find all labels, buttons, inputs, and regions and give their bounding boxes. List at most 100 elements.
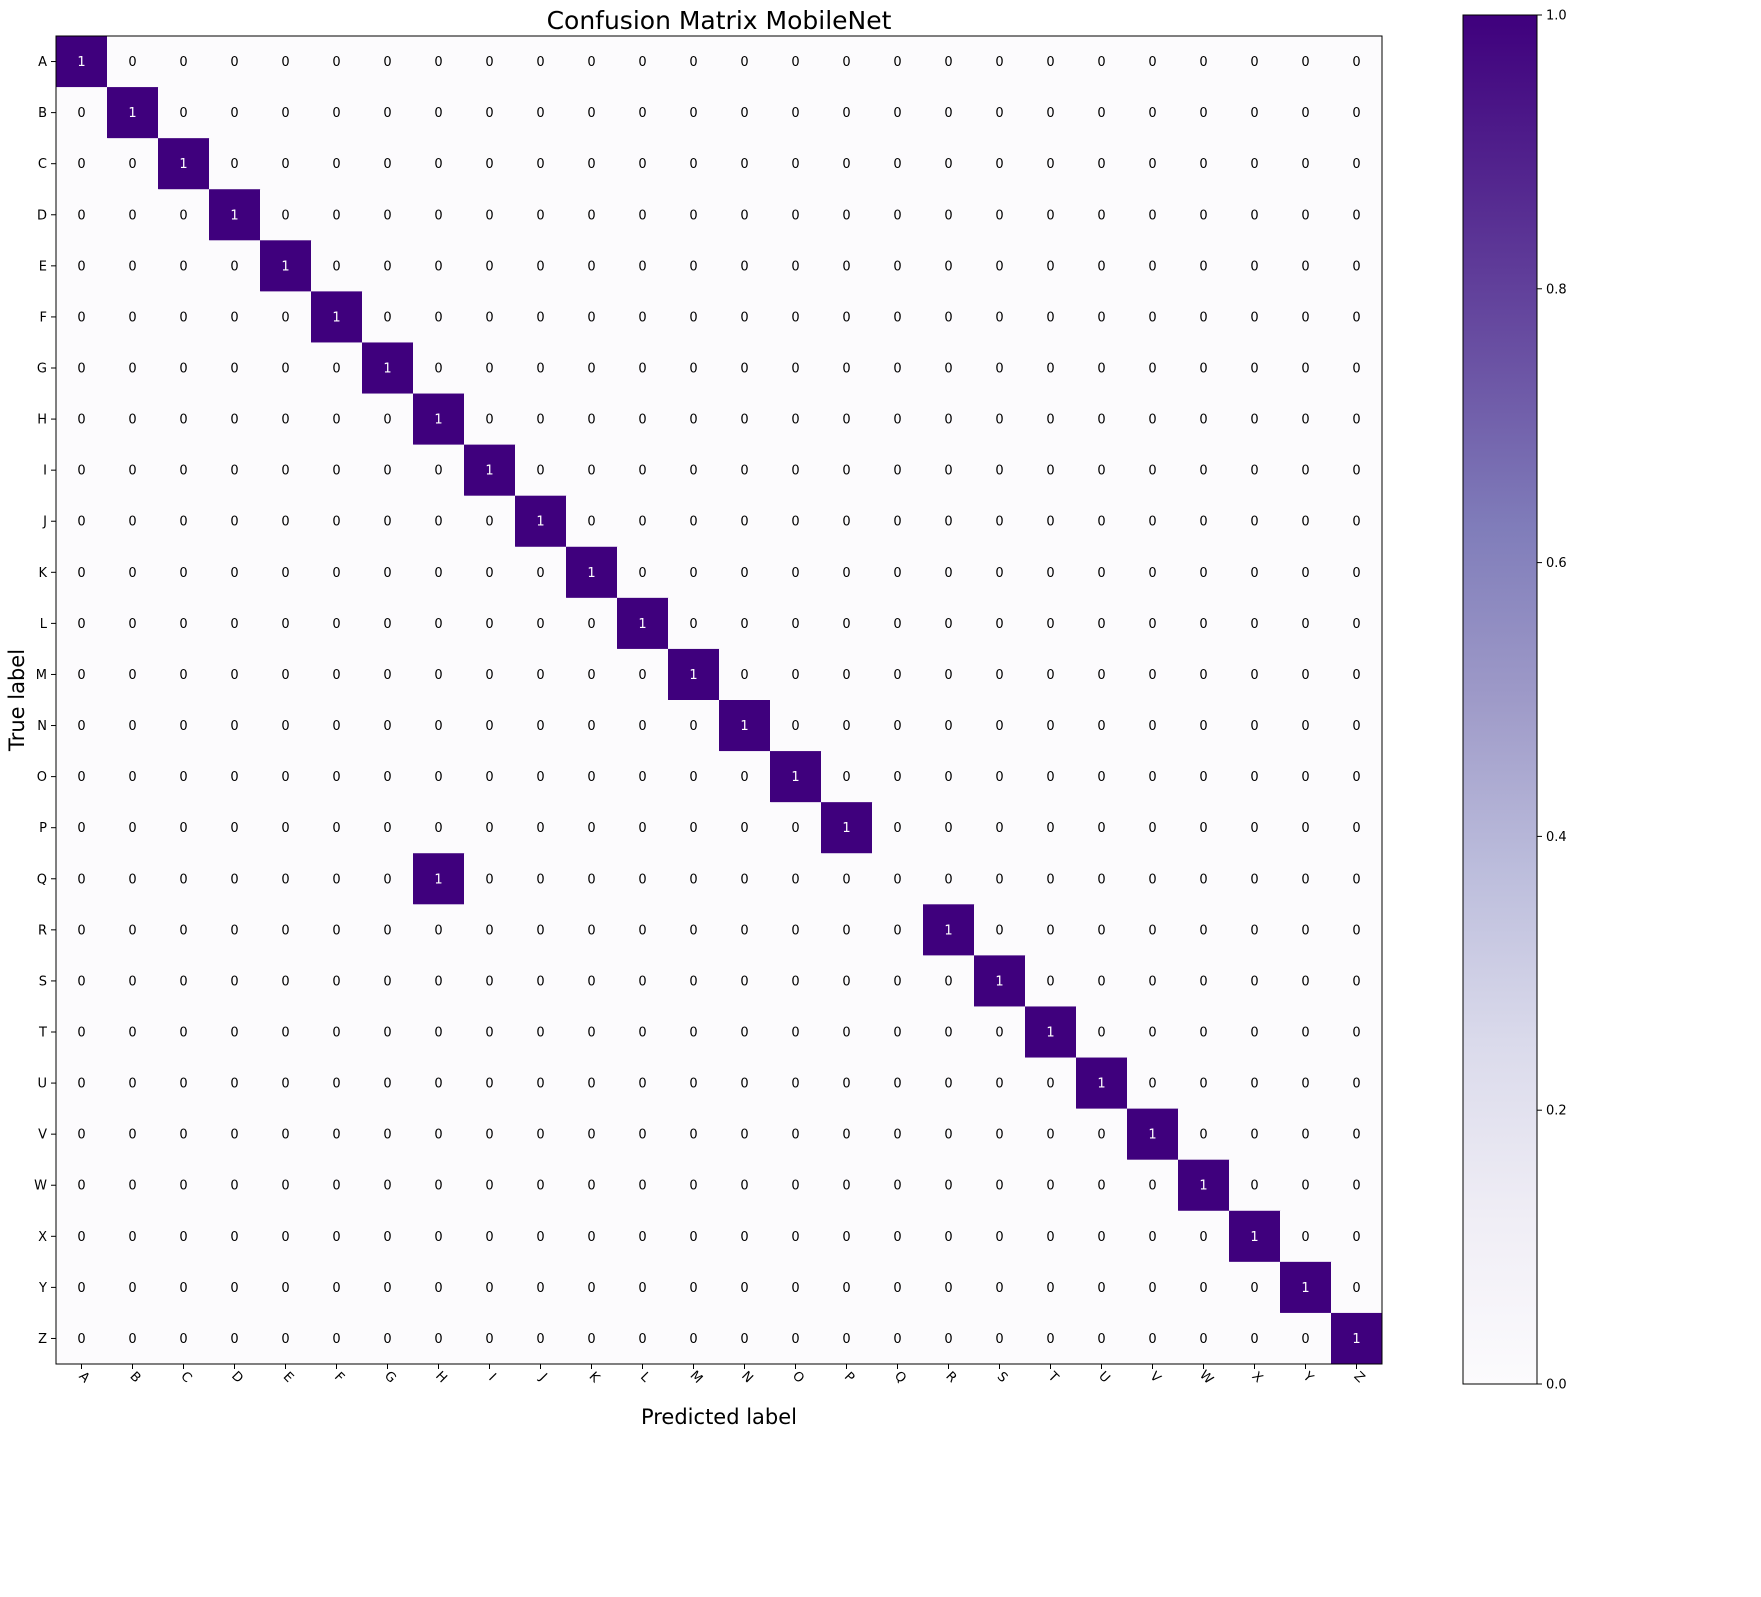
heatmap-cell-P-R <box>923 802 975 854</box>
heatmap-cell-N-E <box>260 700 312 752</box>
cell-value-label: 0 <box>791 413 799 428</box>
heatmap-cell-J-Q <box>872 495 924 548</box>
cell-value-label: 0 <box>281 974 289 989</box>
heatmap-cell-K-E <box>260 546 312 599</box>
heatmap-cell-F-M <box>668 291 720 343</box>
heatmap-cell-L-K <box>566 597 618 650</box>
cell-value-label: 0 <box>1199 719 1207 734</box>
cell-value-label: 0 <box>842 157 850 172</box>
cell-value-label: 0 <box>638 1026 646 1041</box>
cell-value-label: 0 <box>842 1230 850 1245</box>
x-tick-label: K <box>586 1369 603 1386</box>
cell-value-label: 0 <box>1250 668 1258 683</box>
heatmap-cell-S-N <box>719 955 771 1007</box>
cell-value-label: 0 <box>128 566 136 581</box>
cell-value-label: 0 <box>281 719 289 734</box>
heatmap-cell-B-H <box>413 87 465 139</box>
heatmap-cell-W-A <box>56 1159 108 1212</box>
cell-value-label: 0 <box>332 157 340 172</box>
cell-value-label: 0 <box>1250 617 1258 632</box>
cell-value-label: 0 <box>995 1281 1003 1296</box>
heatmap-cell-L-O <box>770 597 822 650</box>
cell-value-label: 0 <box>434 1128 442 1143</box>
cell-value-label: 0 <box>485 668 493 683</box>
cell-value-label: 0 <box>587 208 595 223</box>
heatmap-cell-N-R <box>923 700 975 752</box>
y-tick-label: Q <box>37 872 47 887</box>
cell-value-label: 0 <box>740 668 748 683</box>
cell-value-label: 0 <box>128 208 136 223</box>
cell-value-label: 0 <box>77 1026 85 1041</box>
cell-value-label: 0 <box>536 362 544 377</box>
heatmap-cell-C-E <box>260 138 312 190</box>
cell-value-label: 0 <box>230 1077 238 1092</box>
heatmap-cell-N-X <box>1229 700 1281 752</box>
heatmap-cell-M-P <box>821 648 873 701</box>
cell-value-label: 0 <box>485 566 493 581</box>
heatmap-cell-F-Q <box>872 291 924 343</box>
cell-value-label: 0 <box>536 1077 544 1092</box>
x-tick-label: S <box>994 1369 1010 1385</box>
heatmap-cell-U-N <box>719 1057 771 1110</box>
y-tick-label: O <box>37 770 47 785</box>
heatmap-cell-W-G <box>362 1159 414 1212</box>
heatmap-cell-C-W <box>1178 138 1230 190</box>
cell-value-label: 0 <box>842 55 850 70</box>
heatmap-cell-Z-Y <box>1280 1312 1332 1365</box>
heatmap-cell-Q-T <box>1025 853 1077 905</box>
heatmap-cell-Y-D <box>209 1261 261 1314</box>
x-tick-label: N <box>738 1369 755 1386</box>
cell-value-label: 0 <box>1046 1128 1054 1143</box>
cell-value-label: 1 <box>434 413 442 428</box>
cell-value-label: 0 <box>383 310 391 325</box>
cell-value-label: 0 <box>383 821 391 836</box>
cell-value-label: 0 <box>179 55 187 70</box>
cell-value-label: 0 <box>638 55 646 70</box>
heatmap-cell-S-B <box>107 955 159 1007</box>
cell-value-label: 0 <box>842 310 850 325</box>
heatmap-cell-S-L <box>617 955 669 1007</box>
cell-value-label: 0 <box>587 362 595 377</box>
cell-value-label: 0 <box>77 719 85 734</box>
cell-value-label: 0 <box>689 208 697 223</box>
cell-value-label: 0 <box>434 1281 442 1296</box>
cell-value-label: 0 <box>944 974 952 989</box>
cell-value-label: 0 <box>1301 668 1309 683</box>
heatmap-cell-S-C <box>158 955 210 1007</box>
heatmap-cell-Q-Y <box>1280 853 1332 905</box>
cell-value-label: 0 <box>281 566 289 581</box>
heatmap-cell-A-F <box>311 36 363 88</box>
heatmap-cell-K-I <box>464 546 516 599</box>
heatmap-cell-Y-H <box>413 1261 465 1314</box>
cell-value-label: 0 <box>689 1332 697 1347</box>
heatmap-cell-T-Z <box>1331 1006 1383 1059</box>
cell-value-label: 0 <box>332 1128 340 1143</box>
heatmap-cell-Y-B <box>107 1261 159 1314</box>
cell-value-label: 0 <box>536 1128 544 1143</box>
x-tick-label: D <box>228 1369 246 1387</box>
cell-value-label: 0 <box>638 1077 646 1092</box>
x-tick-label: U <box>1095 1369 1112 1386</box>
cell-value-label: 0 <box>893 617 901 632</box>
cell-value-label: 0 <box>587 719 595 734</box>
cell-value-label: 0 <box>1097 1179 1105 1194</box>
heatmap-cell-Z-Z <box>1331 1312 1383 1365</box>
heatmap-cell-I-C <box>158 444 210 497</box>
cell-value-label: 0 <box>383 55 391 70</box>
heatmap-cell-F-Y <box>1280 291 1332 343</box>
cell-value-label: 0 <box>383 1026 391 1041</box>
heatmap-cell-J-R <box>923 495 975 548</box>
heatmap-cell-X-J <box>515 1210 567 1263</box>
heatmap-cell-N-Z <box>1331 700 1383 752</box>
heatmap-cell-X-V <box>1127 1210 1179 1263</box>
cell-value-label: 0 <box>281 1332 289 1347</box>
heatmap-cell-X-P <box>821 1210 873 1263</box>
heatmap-cell-Y-I <box>464 1261 516 1314</box>
cell-value-label: 0 <box>893 566 901 581</box>
heatmap-cell-Z-L <box>617 1312 669 1365</box>
cell-value-label: 0 <box>485 362 493 377</box>
cell-value-label: 0 <box>740 617 748 632</box>
heatmap-cell-H-E <box>260 393 312 446</box>
cell-value-label: 0 <box>230 821 238 836</box>
heatmap-cell-S-M <box>668 955 720 1007</box>
